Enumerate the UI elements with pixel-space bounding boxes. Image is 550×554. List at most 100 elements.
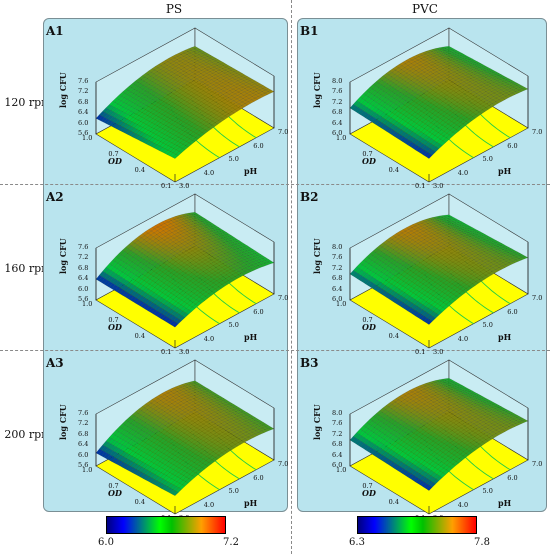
- z-tick-label: 6.0: [78, 450, 89, 459]
- surface-plot-svg: [349, 27, 529, 183]
- panel-letter: B3: [300, 356, 319, 370]
- axis-edges: [95, 408, 275, 514]
- z-tick-label: 7.2: [332, 97, 343, 106]
- z-tick-label: 7.6: [332, 253, 343, 262]
- x-tick-label: 0.1: [161, 182, 172, 190]
- column-title-ps: PS: [165, 2, 183, 16]
- row-label-160: 160 rpm: [4, 262, 52, 275]
- x-tick-label: 0.4: [134, 332, 145, 340]
- z-tick-label: 6.4: [332, 284, 343, 293]
- x-tick-label: 0.4: [388, 166, 399, 174]
- z-tick-label: 6.8: [332, 274, 343, 283]
- x-tick-label: 0.7: [108, 482, 119, 490]
- y-axis-title: pH: [244, 166, 258, 176]
- chart-panel-b3: B36.06.46.87.27.68.01.00.70.40.13.04.05.…: [294, 352, 546, 521]
- y-axis-title: pH: [498, 166, 512, 176]
- x-tick-label: 0.1: [415, 182, 426, 190]
- z-tick-label: 6.4: [78, 274, 89, 283]
- z-axis-title: log CFU: [58, 238, 68, 274]
- z-tick-label: 6.0: [78, 284, 89, 293]
- y-tick-label: 7.0: [532, 294, 543, 302]
- x-tick-label: 0.7: [362, 316, 373, 324]
- x-tick-label: 0.4: [134, 498, 145, 506]
- z-tick-label: 7.6: [78, 77, 89, 85]
- z-tick-label: 7.2: [78, 419, 89, 428]
- y-tick-label: 6.0: [253, 307, 264, 316]
- z-tick-label: 6.8: [78, 263, 89, 272]
- y-tick-label: 7.0: [278, 294, 289, 302]
- axis-edges: [349, 76, 529, 182]
- response-surface: [349, 46, 529, 159]
- z-tick-label: 6.8: [78, 97, 89, 106]
- ps-colorbar: [106, 516, 226, 534]
- y-tick-label: 3.0: [433, 348, 444, 356]
- y-axis-title: pH: [498, 332, 512, 342]
- axis-edges: [95, 76, 275, 182]
- x-axis-title: OD: [362, 322, 376, 332]
- z-tick-label: 7.2: [332, 263, 343, 272]
- x-tick-label: 0.4: [388, 332, 399, 340]
- x-axis-title: OD: [108, 322, 122, 332]
- panel-letter: B1: [300, 24, 319, 38]
- z-axis-title: log CFU: [312, 404, 322, 440]
- y-tick-label: 5.0: [482, 321, 493, 329]
- z-tick-label: 5.6: [78, 129, 89, 137]
- x-tick-label: 0.7: [108, 316, 119, 324]
- ps-colorbar-min: 6.0: [98, 537, 114, 548]
- row-label-120: 120 rpm: [4, 96, 52, 109]
- panel-letter: A2: [46, 190, 64, 204]
- axis-edges: [95, 242, 275, 348]
- panel-letter: B2: [300, 190, 319, 204]
- y-tick-label: 6.0: [253, 141, 264, 150]
- z-axis-title: log CFU: [312, 72, 322, 108]
- column-title-pvc: PVC: [412, 2, 438, 16]
- x-tick-label: 0.7: [362, 150, 373, 158]
- y-tick-label: 6.0: [507, 141, 518, 150]
- chart-panel-b2: B2 6.0 6.4 6.8 7.2 7.6 8.0 1.0 0.7 0.4 0.1 3.0 4.0 5.…: [294, 186, 546, 355]
- z-axis-title: log CFU: [58, 72, 68, 108]
- x-tick-label: 0.1: [415, 348, 426, 356]
- y-tick-label: 5.0: [228, 155, 239, 163]
- chart-panel-a1: A1 5.6 6.0 6.4 6.8 7.2 7.6 1.0 0.7 0.4 0.1 3.0 4.0 5.…: [40, 20, 292, 189]
- z-tick-label: 6.0: [332, 461, 343, 469]
- y-tick-label: 4.0: [203, 168, 215, 177]
- z-tick-label: 8.0: [332, 243, 343, 251]
- y-tick-label: 4.0: [457, 500, 469, 509]
- y-axis-title: pH: [244, 332, 258, 342]
- y-tick-label: 4.0: [457, 334, 469, 343]
- z-tick-label: 6.0: [78, 118, 89, 127]
- z-tick-label: 6.8: [332, 108, 343, 117]
- y-tick-label: 3.0: [179, 348, 190, 356]
- surface-plot-svg: [349, 193, 529, 349]
- y-tick-label: 5.0: [228, 487, 239, 495]
- x-tick-label: 0.7: [108, 150, 119, 158]
- response-surface: [349, 378, 529, 491]
- z-tick-label: 5.6: [78, 295, 89, 303]
- horizontal-separator-2: [0, 350, 550, 351]
- z-tick-label: 7.2: [332, 429, 343, 438]
- x-tick-label: 1.0: [336, 134, 347, 142]
- response-surface: [95, 212, 275, 328]
- y-tick-label: 4.0: [203, 334, 215, 343]
- surface-plot-svg: [95, 359, 275, 515]
- z-tick-label: 5.6: [78, 461, 89, 469]
- row-label-200: 200 rpm: [4, 428, 52, 441]
- y-tick-label: 7.0: [278, 460, 289, 468]
- y-tick-label: 4.0: [457, 168, 469, 177]
- x-tick-label: 1.0: [336, 300, 347, 308]
- x-tick-label: 1.0: [82, 300, 93, 308]
- x-axis-title: OD: [108, 488, 122, 498]
- x-axis-title: OD: [362, 488, 376, 498]
- z-tick-label: 8.0: [332, 77, 343, 85]
- y-tick-label: 5.0: [228, 321, 239, 329]
- y-tick-label: 6.0: [507, 473, 518, 482]
- x-tick-label: 0.4: [134, 166, 145, 174]
- y-tick-label: 7.0: [532, 128, 543, 136]
- z-tick-label: 6.4: [332, 450, 343, 459]
- y-axis-title: pH: [498, 498, 512, 508]
- surface-plot-svg: [95, 193, 275, 349]
- z-tick-label: 6.4: [332, 118, 343, 127]
- x-axis-title: OD: [362, 156, 376, 166]
- z-tick-label: 6.8: [78, 429, 89, 438]
- panel-letter: A1: [46, 24, 64, 38]
